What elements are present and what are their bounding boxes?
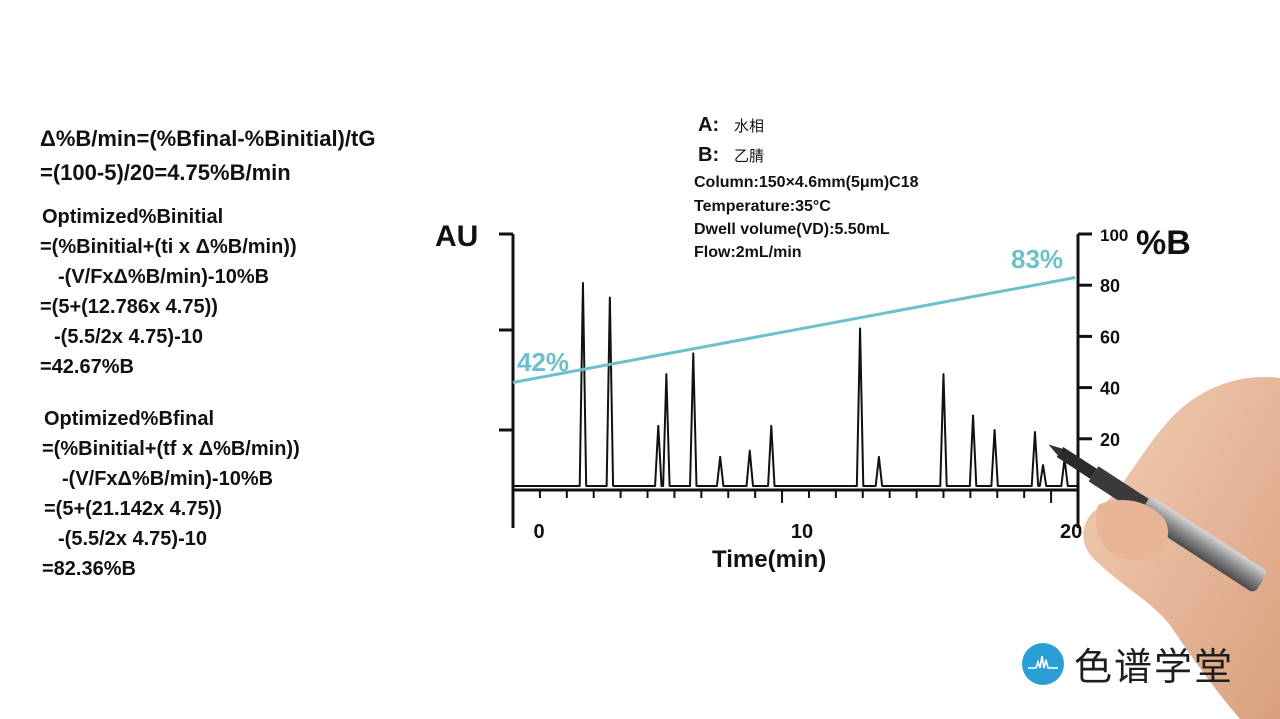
y-right-tick-label: 20 [1100,430,1120,450]
chromatogram-line [513,282,1078,487]
y-right-tick-label: 80 [1100,276,1120,296]
final-result: =82.36%B [42,558,136,580]
dwell-volume-info: Dwell volume(VD):5.50mL [694,221,890,238]
final-line-3: =(5+(21.142x 4.75)) [44,498,222,520]
gradient-slope-result: =(100-5)/20=4.75%B/min [40,160,291,185]
hand-shape [1083,377,1280,719]
x-tick-label: 0 [533,521,544,543]
y-right-tick-label: 100 [1100,226,1128,245]
phase-b-row: B: 乙腈 [698,144,764,167]
initial-result: =42.67%B [40,356,134,378]
brand-name: 色谱学堂 [1074,645,1235,689]
final-line-2: -(V/FxΔ%B/min)-10%B [62,468,274,490]
gradient-slope-formula: Δ%B/min=(%Bfinal-%Binitial)/tG [40,126,376,151]
phase-b-value: 乙腈 [734,147,765,165]
column-info: Column:150×4.6mm(5μm)C18 [694,174,919,191]
flow-info: Flow:2mL/min [694,244,802,261]
gradient-end-label: 83% [1011,244,1063,274]
final-line-1: =(%Binitial+(tf x Δ%B/min)) [42,438,300,460]
initial-line-1: =(%Binitial+(ti x Δ%B/min)) [40,236,297,258]
y-right-tick-label: 40 [1100,379,1120,399]
gradient-line [512,276,1076,384]
initial-line-4: -(5.5/2x 4.75)-10 [54,326,203,348]
chart-traces [512,276,1078,487]
phase-b-key: B: [698,144,720,166]
chart-labels: AU %B Time(min) 0 10 20 20 40 60 80 100 42% 83% [435,220,1191,573]
initial-line-2: -(V/FxΔ%B/min)-10%B [58,266,270,288]
final-line-4: -(5.5/2x 4.75)-10 [58,528,207,550]
phase-a-value: 水相 [734,117,765,135]
brand-logo: 色谱学堂 [1022,636,1234,691]
initial-title: Optimized%Binitial [42,206,224,228]
x-tick-label: 10 [791,521,813,543]
y-axis-left-label: AU [435,220,478,253]
phase-a-key: A: [698,114,720,136]
initial-line-3: =(5+(12.786x 4.75)) [40,296,218,318]
final-title: Optimized%Bfinal [44,408,215,430]
gradient-start-label: 42% [517,347,569,377]
temperature-info: Temperature:35°C [694,198,831,215]
y-right-tick-label: 60 [1100,327,1120,347]
phase-a-row: A: 水相 [698,114,764,137]
x-tick-label: 20 [1060,521,1082,543]
finger-shape [1096,500,1169,560]
chromatogram-logo-icon [1022,642,1064,685]
x-axis-label: Time(min) [712,546,826,573]
y-axis-right-label: %B [1136,224,1191,262]
